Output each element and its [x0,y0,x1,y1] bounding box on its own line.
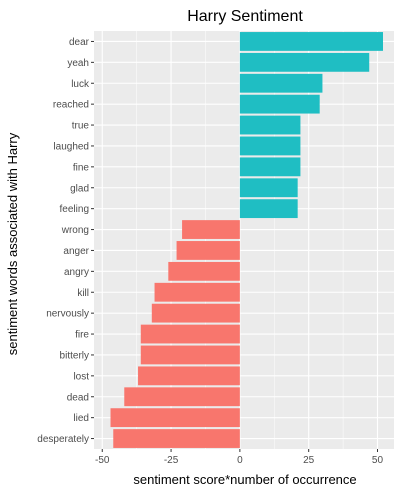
x-tick-label: 50 [372,455,384,466]
y-axis-ticks: dear yeah luck reached true laughed fine glad fe… [37,37,94,445]
y-tick-label: feeling [60,204,89,215]
x-axis-title: sentiment score*number of occurrence [133,472,356,487]
plot-panel [94,31,394,449]
bar-luck [239,73,323,93]
y-tick-label: laughed [53,141,89,152]
bar-bitterly [140,345,240,365]
y-tick-label: wrong [61,225,89,236]
y-tick-label: glad [70,183,89,194]
x-tick-label: 0 [237,455,243,466]
bar-kill [154,282,240,302]
y-tick-label: dear [69,37,90,48]
bar-angry [168,261,240,281]
y-tick-label: nervously [46,309,89,320]
y-tick-label: lost [73,371,89,382]
bar-reached [239,94,320,114]
bar-wrong [182,220,240,239]
x-tick-label: -25 [164,455,179,466]
bar-glad [239,178,298,198]
y-tick-label: fine [73,162,90,173]
y-tick-label: dead [67,392,89,403]
chart-title: Harry Sentiment [187,8,303,25]
y-tick-label: yeah [67,58,89,69]
y-axis-title: sentiment words associated with Harry [5,132,20,355]
y-tick-label: anger [63,246,89,257]
y-tick-label: kill [77,288,89,299]
x-tick-label: 25 [303,455,315,466]
y-tick-label: lied [73,413,89,424]
bar-anger [176,241,240,260]
bar-lied [110,408,240,428]
y-tick-label: angry [64,267,89,278]
y-tick-label: reached [53,100,89,111]
bar-feeling [239,199,298,219]
bar-dear [239,32,383,51]
bar-yeah [239,52,370,72]
y-tick-label: bitterly [60,350,89,361]
y-tick-label: true [72,121,90,132]
y-tick-label: luck [71,79,90,90]
bar-lost [138,366,240,386]
bar-fire [140,324,240,344]
bars [110,32,383,448]
bar-desperately [113,429,240,448]
bar-fine [239,157,301,177]
bar-true [239,115,301,135]
y-tick-label: desperately [37,434,89,445]
y-tick-label: fire [75,330,89,341]
bar-laughed [239,136,301,156]
bar-nervously [151,303,240,323]
bar-dead [124,387,240,407]
x-axis-ticks: -50 -25 0 25 50 [95,449,383,466]
x-tick-label: -50 [95,455,110,466]
